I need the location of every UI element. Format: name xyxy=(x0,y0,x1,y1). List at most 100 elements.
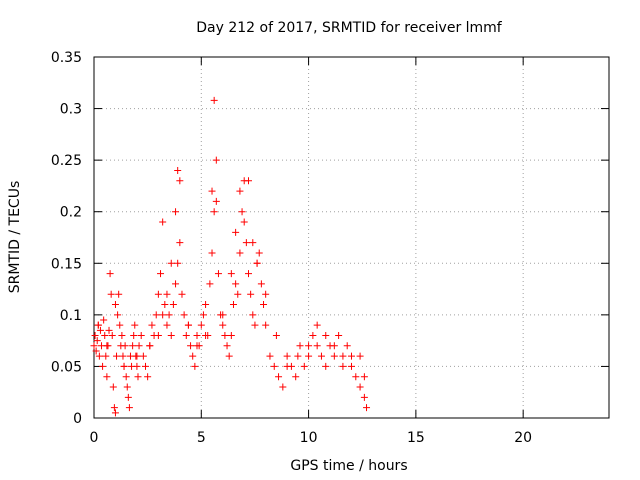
data-point xyxy=(163,321,171,329)
data-point xyxy=(363,404,371,412)
data-point xyxy=(124,393,132,401)
data-point xyxy=(197,321,205,329)
data-point xyxy=(193,342,201,350)
data-point xyxy=(227,270,235,278)
data-point xyxy=(208,187,216,195)
data-point xyxy=(283,352,291,360)
data-point xyxy=(292,373,300,381)
data-point xyxy=(187,342,195,350)
data-point xyxy=(119,352,127,360)
data-point xyxy=(212,156,220,164)
data-point xyxy=(335,331,343,339)
data-point xyxy=(100,316,108,324)
data-point xyxy=(193,331,201,339)
data-point xyxy=(189,352,197,360)
data-point xyxy=(247,290,255,298)
data-point xyxy=(120,362,128,370)
data-point xyxy=(356,352,364,360)
data-point xyxy=(305,352,313,360)
data-point xyxy=(103,373,111,381)
data-point xyxy=(255,249,263,257)
data-point xyxy=(232,280,240,288)
data-point xyxy=(123,383,131,391)
data-point xyxy=(232,228,240,236)
data-point xyxy=(159,218,167,226)
data-point xyxy=(238,208,246,216)
data-point xyxy=(199,311,207,319)
data-point xyxy=(114,311,122,319)
data-point xyxy=(223,342,231,350)
data-point xyxy=(242,239,250,247)
data-point xyxy=(270,362,278,370)
axis-ticks: 0 0.05 0.1 0.15 0.2 0.25 0.3 0.35 0 5 10 15 20 xyxy=(51,50,609,446)
data-point xyxy=(330,342,338,350)
data-point xyxy=(305,342,313,350)
data-point xyxy=(191,362,199,370)
data-point xyxy=(176,177,184,185)
data-point xyxy=(339,362,347,370)
data-point xyxy=(111,301,119,309)
data-point xyxy=(174,259,182,267)
data-point xyxy=(167,331,175,339)
data-point xyxy=(103,342,111,350)
chart-title: Day 212 of 2017, SRMTID for receiver lmm… xyxy=(196,20,503,36)
y-tick-label: 0.3 xyxy=(60,102,82,118)
data-point xyxy=(178,290,186,298)
data-point xyxy=(99,362,107,370)
y-tick-label: 0.1 xyxy=(60,308,82,324)
data-point xyxy=(133,362,141,370)
data-point xyxy=(135,342,143,350)
data-point xyxy=(180,311,188,319)
data-point xyxy=(339,352,347,360)
data-point xyxy=(313,321,321,329)
y-tick-label: 0.2 xyxy=(60,205,82,221)
data-point xyxy=(309,331,317,339)
data-point xyxy=(234,290,242,298)
data-point xyxy=(219,321,227,329)
data-point xyxy=(343,342,351,350)
data-point xyxy=(214,270,222,278)
data-point xyxy=(172,280,180,288)
data-point xyxy=(107,290,115,298)
data-point xyxy=(260,301,268,309)
data-point xyxy=(174,166,182,174)
data-point xyxy=(313,342,321,350)
data-point xyxy=(182,331,190,339)
data-point xyxy=(113,352,121,360)
data-point xyxy=(360,393,368,401)
data-point xyxy=(137,331,145,339)
data-point xyxy=(142,362,149,370)
data-point xyxy=(110,404,118,412)
x-tick-label: 20 xyxy=(514,430,532,446)
data-point xyxy=(94,321,102,329)
data-point xyxy=(245,270,252,278)
x-tick-label: 0 xyxy=(90,430,99,446)
data-point xyxy=(134,373,142,381)
data-point xyxy=(172,208,180,216)
data-point xyxy=(154,290,162,298)
data-point xyxy=(240,218,248,226)
data-point xyxy=(348,362,355,370)
data-point xyxy=(157,270,165,278)
data-point xyxy=(245,177,252,185)
data-point xyxy=(96,326,104,334)
data-point xyxy=(279,383,287,391)
data-point xyxy=(105,326,113,334)
data-point xyxy=(131,321,139,329)
data-point xyxy=(184,321,192,329)
data-point xyxy=(125,404,133,412)
data-point xyxy=(262,290,270,298)
data-point xyxy=(169,301,177,309)
data-point xyxy=(146,342,154,350)
data-point xyxy=(102,352,110,360)
data-point xyxy=(95,352,103,360)
y-tick-label: 0.15 xyxy=(51,256,82,272)
data-point xyxy=(210,96,218,104)
data-point xyxy=(161,301,169,309)
data-point xyxy=(221,331,229,339)
data-point xyxy=(294,352,302,360)
data-point xyxy=(139,352,147,360)
data-point xyxy=(133,352,141,360)
data-point xyxy=(121,342,129,350)
data-point xyxy=(300,362,308,370)
